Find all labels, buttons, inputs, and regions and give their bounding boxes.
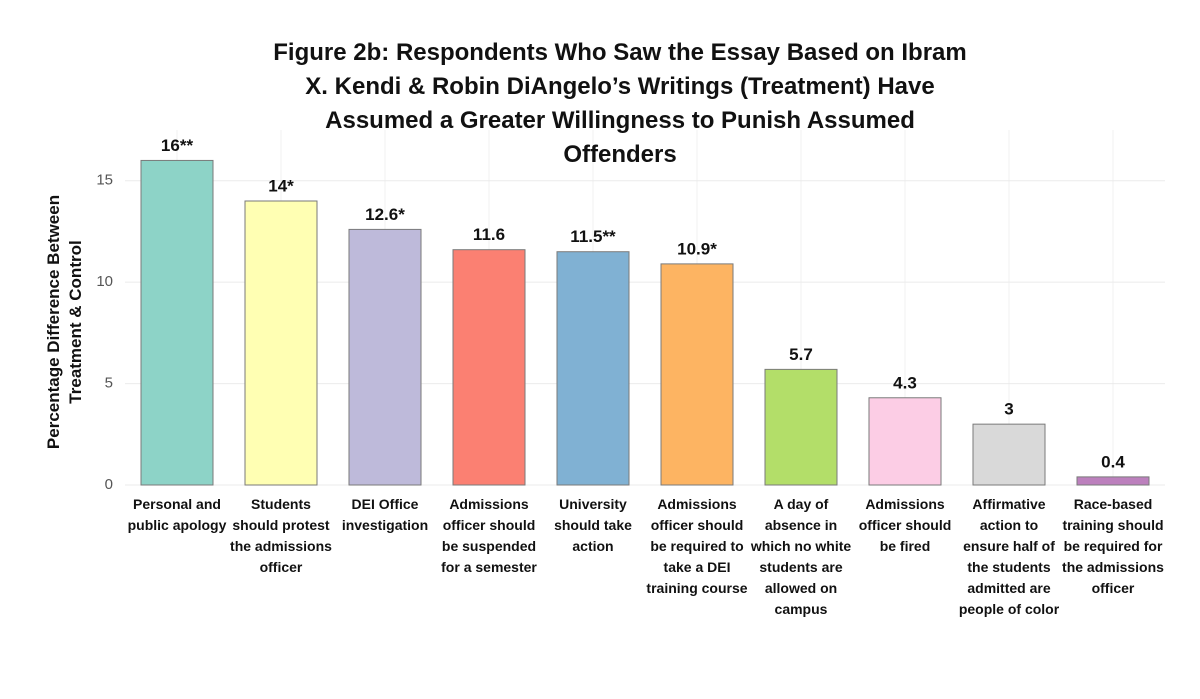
x-tick-label: Personal and public apology — [127, 496, 227, 533]
y-tick-label: 15 — [96, 172, 113, 189]
x-tick-label: DEI Office investigation — [341, 496, 429, 533]
x-tick-label: Admissions officer should be fired — [858, 496, 952, 554]
value-label: 0.4 — [1101, 452, 1125, 471]
value-label: 10.9* — [677, 239, 717, 258]
chart-title: Figure 2b: Respondents Who Saw the Essay… — [273, 39, 967, 168]
y-tick-label: 0 — [105, 476, 113, 493]
value-label: 14* — [268, 176, 294, 195]
value-label: 11.5** — [570, 227, 616, 246]
value-label: 11.6 — [473, 225, 505, 244]
bar — [140, 159, 214, 486]
value-label: 5.7 — [789, 345, 813, 364]
bar — [764, 368, 838, 486]
bar — [244, 200, 318, 486]
bar — [452, 249, 526, 486]
bar — [556, 251, 630, 486]
bar — [348, 228, 422, 486]
x-tick-label: University should take action — [554, 496, 632, 554]
value-label: 4.3 — [893, 373, 917, 392]
y-tick-label: 10 — [96, 273, 113, 290]
x-tick-label: A day of absence in which no white stude… — [750, 496, 852, 617]
x-tick-label: Admissions officer should be required to… — [646, 496, 748, 596]
x-tick-label: Students should protest the admissions o… — [230, 496, 332, 575]
bar — [1076, 476, 1150, 486]
bar — [972, 423, 1046, 486]
bar — [660, 263, 734, 486]
y-axis-label: Percentage Difference Between Treatment … — [44, 194, 85, 450]
bar — [868, 397, 942, 486]
x-tick-label: Race-based training should be required f… — [1062, 496, 1164, 596]
y-tick-label: 5 — [105, 375, 113, 392]
value-label: 12.6* — [365, 205, 405, 224]
x-tick-label: Admissions officer should be suspended f… — [441, 496, 537, 575]
value-label: 16** — [161, 136, 194, 155]
value-label: 3 — [1004, 400, 1013, 419]
x-tick-label: Affirmative action to ensure half of the… — [958, 496, 1060, 617]
